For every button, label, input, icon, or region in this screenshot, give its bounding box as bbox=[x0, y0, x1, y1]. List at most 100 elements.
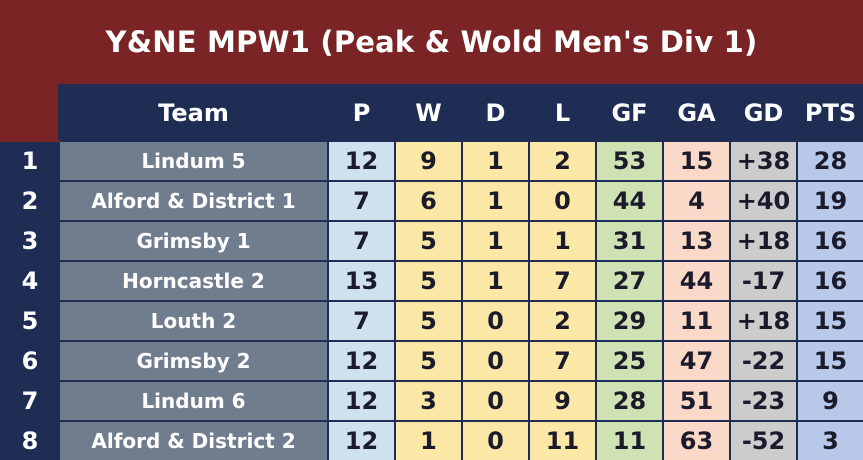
goals-for-cell: 25 bbox=[595, 340, 664, 382]
table-row: 2 Alford & District 1 7 6 1 0 44 4 +40 19 bbox=[0, 180, 863, 222]
header-team: Team bbox=[58, 84, 329, 142]
goal-difference-cell: +40 bbox=[729, 180, 798, 222]
played-cell: 7 bbox=[327, 220, 396, 262]
league-table: Team P W D L GF GA GD PTS 1 Lindum 5 12 9 1 2… bbox=[0, 84, 863, 460]
goals-for-cell: 28 bbox=[595, 380, 664, 422]
position-cell: 5 bbox=[0, 300, 60, 342]
lost-cell: 7 bbox=[528, 340, 597, 382]
lost-cell: 1 bbox=[528, 220, 597, 262]
goals-against-cell: 44 bbox=[662, 260, 731, 302]
points-cell: 19 bbox=[796, 180, 863, 222]
drawn-cell: 1 bbox=[461, 220, 530, 262]
drawn-cell: 1 bbox=[461, 260, 530, 302]
header-goals-for: GF bbox=[595, 84, 664, 142]
table-row: 3 Grimsby 1 7 5 1 1 31 13 +18 16 bbox=[0, 220, 863, 262]
position-cell: 3 bbox=[0, 220, 60, 262]
points-cell: 15 bbox=[796, 300, 863, 342]
goals-against-cell: 4 bbox=[662, 180, 731, 222]
won-cell: 1 bbox=[394, 420, 463, 460]
goals-for-cell: 31 bbox=[595, 220, 664, 262]
points-cell: 9 bbox=[796, 380, 863, 422]
goals-for-cell: 29 bbox=[595, 300, 664, 342]
points-cell: 16 bbox=[796, 220, 863, 262]
lost-cell: 2 bbox=[528, 300, 597, 342]
team-name-cell: Alford & District 2 bbox=[58, 420, 329, 460]
goals-for-cell: 53 bbox=[595, 140, 664, 182]
played-cell: 12 bbox=[327, 340, 396, 382]
table-title: Y&NE MPW1 (Peak & Wold Men's Div 1) bbox=[105, 25, 758, 59]
goals-for-cell: 27 bbox=[595, 260, 664, 302]
goals-against-cell: 51 bbox=[662, 380, 731, 422]
header-row: Team P W D L GF GA GD PTS bbox=[0, 84, 863, 142]
position-cell: 2 bbox=[0, 180, 60, 222]
played-cell: 12 bbox=[327, 140, 396, 182]
won-cell: 5 bbox=[394, 220, 463, 262]
goal-difference-cell: +38 bbox=[729, 140, 798, 182]
goals-against-cell: 63 bbox=[662, 420, 731, 460]
goals-against-cell: 15 bbox=[662, 140, 731, 182]
goals-against-cell: 13 bbox=[662, 220, 731, 262]
won-cell: 3 bbox=[394, 380, 463, 422]
header-goal-difference: GD bbox=[729, 84, 798, 142]
lost-cell: 9 bbox=[528, 380, 597, 422]
won-cell: 5 bbox=[394, 340, 463, 382]
team-name-cell: Grimsby 2 bbox=[58, 340, 329, 382]
team-name-cell: Alford & District 1 bbox=[58, 180, 329, 222]
played-cell: 7 bbox=[327, 300, 396, 342]
position-cell: 6 bbox=[0, 340, 60, 382]
lost-cell: 7 bbox=[528, 260, 597, 302]
won-cell: 6 bbox=[394, 180, 463, 222]
goal-difference-cell: -52 bbox=[729, 420, 798, 460]
team-name-cell: Lindum 6 bbox=[58, 380, 329, 422]
position-cell: 1 bbox=[0, 140, 60, 182]
table-row: 5 Louth 2 7 5 0 2 29 11 +18 15 bbox=[0, 300, 863, 342]
goals-for-cell: 11 bbox=[595, 420, 664, 460]
team-name-cell: Lindum 5 bbox=[58, 140, 329, 182]
table-row: 4 Horncastle 2 13 5 1 7 27 44 -17 16 bbox=[0, 260, 863, 302]
header-drawn: D bbox=[461, 84, 530, 142]
won-cell: 9 bbox=[394, 140, 463, 182]
points-cell: 15 bbox=[796, 340, 863, 382]
header-corner bbox=[0, 84, 60, 142]
played-cell: 13 bbox=[327, 260, 396, 302]
drawn-cell: 0 bbox=[461, 420, 530, 460]
drawn-cell: 0 bbox=[461, 340, 530, 382]
team-name-cell: Horncastle 2 bbox=[58, 260, 329, 302]
points-cell: 28 bbox=[796, 140, 863, 182]
drawn-cell: 1 bbox=[461, 140, 530, 182]
goals-against-cell: 47 bbox=[662, 340, 731, 382]
table-row: 1 Lindum 5 12 9 1 2 53 15 +38 28 bbox=[0, 140, 863, 182]
lost-cell: 11 bbox=[528, 420, 597, 460]
position-cell: 7 bbox=[0, 380, 60, 422]
goals-against-cell: 11 bbox=[662, 300, 731, 342]
header-lost: L bbox=[528, 84, 597, 142]
position-cell: 4 bbox=[0, 260, 60, 302]
team-name-cell: Louth 2 bbox=[58, 300, 329, 342]
table-row: 6 Grimsby 2 12 5 0 7 25 47 -22 15 bbox=[0, 340, 863, 382]
goal-difference-cell: +18 bbox=[729, 300, 798, 342]
goal-difference-cell: -22 bbox=[729, 340, 798, 382]
drawn-cell: 0 bbox=[461, 300, 530, 342]
team-name-cell: Grimsby 1 bbox=[58, 220, 329, 262]
position-cell: 8 bbox=[0, 420, 60, 460]
goal-difference-cell: -17 bbox=[729, 260, 798, 302]
header-played: P bbox=[327, 84, 396, 142]
table-row: 7 Lindum 6 12 3 0 9 28 51 -23 9 bbox=[0, 380, 863, 422]
played-cell: 12 bbox=[327, 420, 396, 460]
header-won: W bbox=[394, 84, 463, 142]
drawn-cell: 1 bbox=[461, 180, 530, 222]
goals-for-cell: 44 bbox=[595, 180, 664, 222]
points-cell: 3 bbox=[796, 420, 863, 460]
goal-difference-cell: -23 bbox=[729, 380, 798, 422]
won-cell: 5 bbox=[394, 300, 463, 342]
table-row: 8 Alford & District 2 12 1 0 11 11 63 -52 3 bbox=[0, 420, 863, 460]
lost-cell: 0 bbox=[528, 180, 597, 222]
drawn-cell: 0 bbox=[461, 380, 530, 422]
header-goals-against: GA bbox=[662, 84, 731, 142]
goal-difference-cell: +18 bbox=[729, 220, 798, 262]
lost-cell: 2 bbox=[528, 140, 597, 182]
header-points: PTS bbox=[796, 84, 863, 142]
played-cell: 12 bbox=[327, 380, 396, 422]
played-cell: 7 bbox=[327, 180, 396, 222]
